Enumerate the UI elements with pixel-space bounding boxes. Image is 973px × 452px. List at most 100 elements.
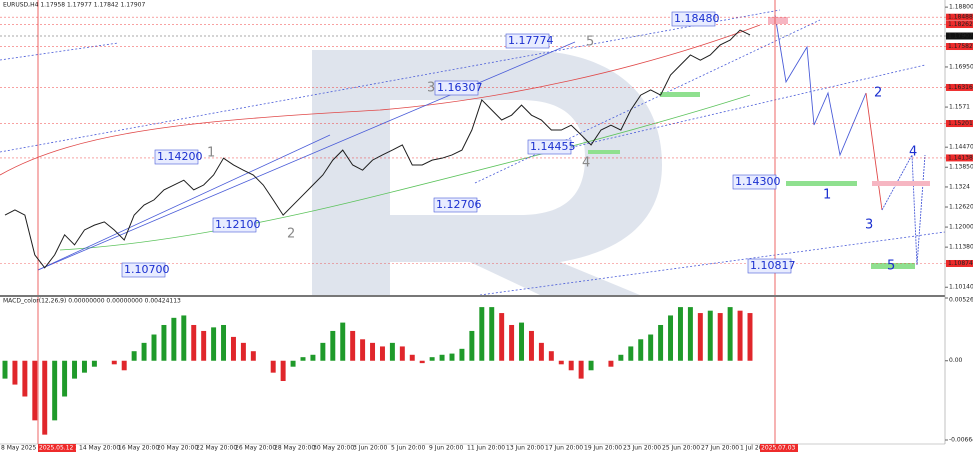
macd-bar (340, 322, 346, 361)
macd-bar (81, 360, 87, 373)
price-annotation: 1.14455 (530, 140, 576, 153)
macd-bar (230, 336, 236, 361)
macd-bar (201, 330, 207, 361)
price-box (527, 139, 572, 155)
macd-bar (42, 360, 48, 435)
price-box (212, 217, 257, 233)
channel-line (0, 9, 781, 153)
level-tag (946, 43, 973, 51)
wave-label: 4 (582, 156, 590, 171)
macd-bar (717, 313, 723, 361)
macd-bar (191, 324, 197, 361)
macd-bar (538, 342, 544, 361)
zone (871, 263, 915, 269)
x-tick-label: 25 Jun 20:00 (662, 445, 700, 452)
price-box (154, 149, 199, 165)
macd-bar (250, 351, 256, 361)
time-tag (38, 444, 76, 452)
macd-bar (658, 324, 664, 361)
x-tick-label: 8 May 2025 (1, 445, 36, 452)
wave-label: 3 (427, 81, 435, 96)
price-box (671, 11, 716, 27)
level-label: 1.15201 (948, 120, 973, 127)
macd-bar (429, 357, 435, 361)
macd-bar (548, 351, 554, 361)
x-tick-label: 28 May 20:00 (274, 445, 315, 452)
macd-bar (151, 334, 157, 361)
macd-bar (419, 360, 425, 364)
macd-bar (638, 339, 644, 361)
forecast-wave-label: 1 (823, 188, 831, 203)
macd-bar (12, 360, 18, 385)
macd-bar (280, 360, 286, 382)
macd-bar (668, 315, 674, 361)
macd-bar (221, 324, 227, 361)
level-label: 1.18262 (948, 21, 973, 28)
x-tick-label: 20 May 20:00 (157, 445, 198, 452)
level-tag (946, 32, 973, 40)
macd-bar (677, 307, 683, 361)
macd-bar (181, 315, 187, 361)
y-tick-label: 1.11380 (949, 244, 973, 251)
y-tick-label: 1.18800 (949, 4, 973, 11)
price-box (732, 174, 777, 190)
channel-line (559, 64, 926, 151)
level-label: 1.10874 (948, 260, 973, 267)
price-box (505, 33, 550, 49)
price-annotation: 1.10817 (750, 259, 796, 272)
price-annotation: 1.10700 (124, 263, 170, 276)
x-tick-label: 1 Jul 20:00 (740, 445, 772, 452)
macd-bar (72, 360, 78, 379)
price-box (434, 80, 479, 96)
forecast-wave-label: 2 (874, 86, 882, 101)
level-tag (946, 259, 973, 267)
wave-label: 1 (207, 146, 215, 161)
macd-bar (300, 357, 306, 361)
zone (786, 181, 857, 186)
y-tick-label: -0.0066494 (949, 437, 973, 444)
macd-bar (310, 354, 316, 361)
watermark (312, 50, 662, 295)
price-box (747, 258, 792, 274)
macd-bar (111, 360, 117, 365)
macd-bar (360, 339, 366, 361)
y-tick-label: 1.14470 (949, 144, 973, 151)
forecast-wave-label: 3 (865, 218, 873, 233)
macd-bar (131, 351, 137, 361)
macd-bar (727, 307, 733, 361)
macd-bar (350, 330, 356, 361)
macd-bar (91, 360, 97, 367)
macd-bar (528, 330, 534, 361)
x-tick-label: 19 Jun 20:00 (584, 445, 622, 452)
macd-bar (399, 346, 405, 361)
macd-bar (499, 313, 505, 361)
forecast-path (774, 14, 867, 157)
ma-red (0, 24, 761, 176)
price-box (433, 197, 478, 213)
chart-title: EURUSD,H4 1.17958 1.17977 1.17842 1.1790… (3, 2, 145, 9)
level-tag (946, 120, 973, 128)
level-label: 1.17582 (948, 43, 973, 50)
x-tick-label: 2025.05.12 20:00 (39, 445, 93, 452)
x-tick-label: 2025.07.03 12:00 (761, 445, 815, 452)
macd-bar (747, 313, 753, 361)
macd-bar (608, 360, 614, 367)
price-box (121, 262, 166, 278)
forecast-wave-label: 4 (909, 145, 917, 160)
macd-bar (707, 310, 713, 361)
level-label: 1.17907 (948, 33, 973, 40)
macd-bar (697, 313, 703, 361)
macd-bar (469, 330, 475, 361)
x-tick-label: 27 Jun 20:00 (701, 445, 739, 452)
level-label: 1.18488 (948, 14, 973, 21)
macd-bar (330, 330, 336, 361)
time-tag (760, 444, 798, 452)
level-tag (946, 21, 973, 29)
price-annotation: 1.16307 (437, 81, 483, 94)
y-tick-label: 1.10140 (949, 284, 973, 291)
macd-bar (439, 354, 445, 361)
price-line (4, 29, 751, 269)
x-tick-label: 17 Jun 20:00 (545, 445, 583, 452)
macd-bar (628, 346, 634, 361)
